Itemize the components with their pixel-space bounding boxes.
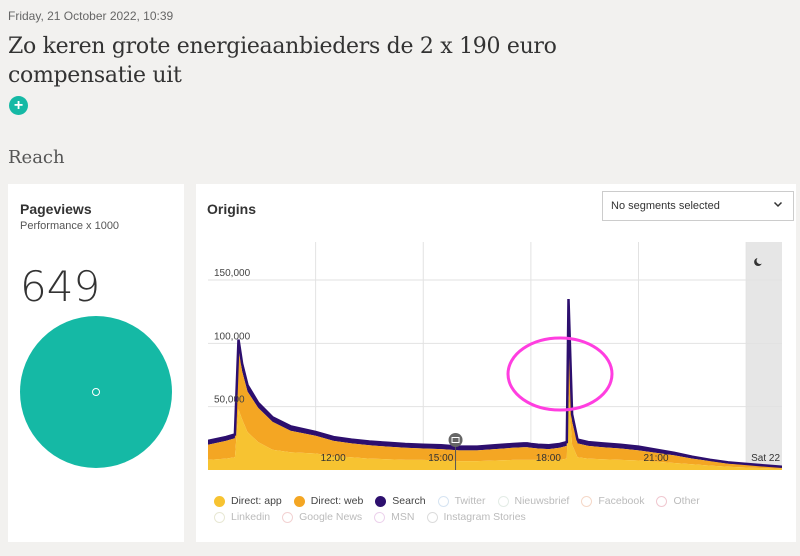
message-icon <box>448 433 463 447</box>
legend-item[interactable]: Direct: web <box>293 495 364 507</box>
segment-select[interactable]: No segments selected <box>602 191 794 221</box>
pageviews-subtitle: Performance x 1000 <box>20 220 120 232</box>
legend-label: Google News <box>299 511 363 523</box>
legend-item[interactable]: Instagram Stories <box>426 511 526 523</box>
legend-item[interactable]: Direct: app <box>214 495 282 507</box>
legend-item[interactable]: Search <box>375 495 426 507</box>
legend-row: Linkedin Google News MSN Instagram Stories <box>214 511 774 523</box>
circle-center-dot <box>92 388 100 396</box>
message-icon-glyph <box>451 437 460 443</box>
legend-dot <box>437 495 449 507</box>
legend-label: Linkedin <box>231 511 271 523</box>
x-tick-label: 21:00 <box>644 453 669 464</box>
origins-card: Origins No segments selected 50,000 100,0… <box>196 184 796 542</box>
legend-label: MSN <box>391 511 415 523</box>
legend-item[interactable]: Linkedin <box>214 511 270 523</box>
pageviews-card: Pageviews Performance x 1000 649 <box>8 184 184 542</box>
legend-label: Search <box>392 495 426 507</box>
legend-dot <box>426 511 438 523</box>
legend-dot <box>282 511 294 523</box>
article-title: Zo keren grote energieaanbieders de 2 x … <box>8 34 557 88</box>
section-title-reach: Reach <box>8 147 65 168</box>
legend-label: Direct: web <box>310 495 364 507</box>
night-shading <box>746 242 782 470</box>
legend-dot <box>214 495 225 507</box>
add-button[interactable]: + <box>9 96 28 115</box>
legend-item[interactable]: Other <box>656 495 700 507</box>
chart-legend: Direct: app Direct: web Search Twitter Nieuw… <box>214 495 774 527</box>
legend-item[interactable]: Nieuwsbrief <box>497 495 570 507</box>
moon-icon-mask <box>756 256 764 265</box>
legend-label: Other <box>673 495 700 507</box>
legend-item[interactable]: Facebook <box>581 495 644 507</box>
legend-dot <box>656 495 668 507</box>
legend-dot <box>293 495 305 507</box>
area-direct-app <box>208 394 782 470</box>
pageviews-circle <box>20 316 172 468</box>
legend-label: Facebook <box>598 495 645 507</box>
chevron-down-icon <box>773 199 783 212</box>
legend-dot <box>497 495 509 507</box>
x-tick-label: 15:00 <box>428 453 453 464</box>
annotation-ellipse <box>506 336 614 412</box>
legend-dot <box>375 495 387 507</box>
segment-select-label: No segments selected <box>611 200 720 212</box>
legend-item[interactable]: MSN <box>374 511 415 523</box>
pageviews-title: Pageviews <box>20 201 92 217</box>
x-tick-label: 18:00 <box>536 453 561 464</box>
legend-label: Twitter <box>454 495 486 507</box>
legend-dot <box>374 511 386 523</box>
publish-date: Friday, 21 October 2022, 10:39 <box>8 9 174 23</box>
legend-dot <box>214 511 225 523</box>
legend-row: Direct: app Direct: web Search Twitter Nieuw… <box>214 495 774 507</box>
x-tick-label: Sat 22 <box>751 453 780 464</box>
origins-chart: 50,000 100,000 150,000 12:00 15:00 18:00 21:00… <box>208 242 782 470</box>
x-tick-label: 12:00 <box>321 453 346 464</box>
legend-label: Instagram Stories <box>443 511 526 523</box>
origins-title: Origins <box>207 201 257 217</box>
legend-label: Direct: app <box>231 495 282 507</box>
legend-item[interactable]: Twitter <box>437 495 486 507</box>
series-line-search <box>208 298 782 469</box>
y-tick-label: 150,000 <box>214 268 251 279</box>
pageviews-value: 649 <box>20 262 101 311</box>
legend-item[interactable]: Google News <box>282 511 362 523</box>
legend-dot <box>581 495 593 507</box>
y-tick-label: 100,000 <box>214 331 251 342</box>
legend-label: Nieuwsbrief <box>514 495 570 507</box>
y-tick-label: 50,000 <box>214 395 245 406</box>
